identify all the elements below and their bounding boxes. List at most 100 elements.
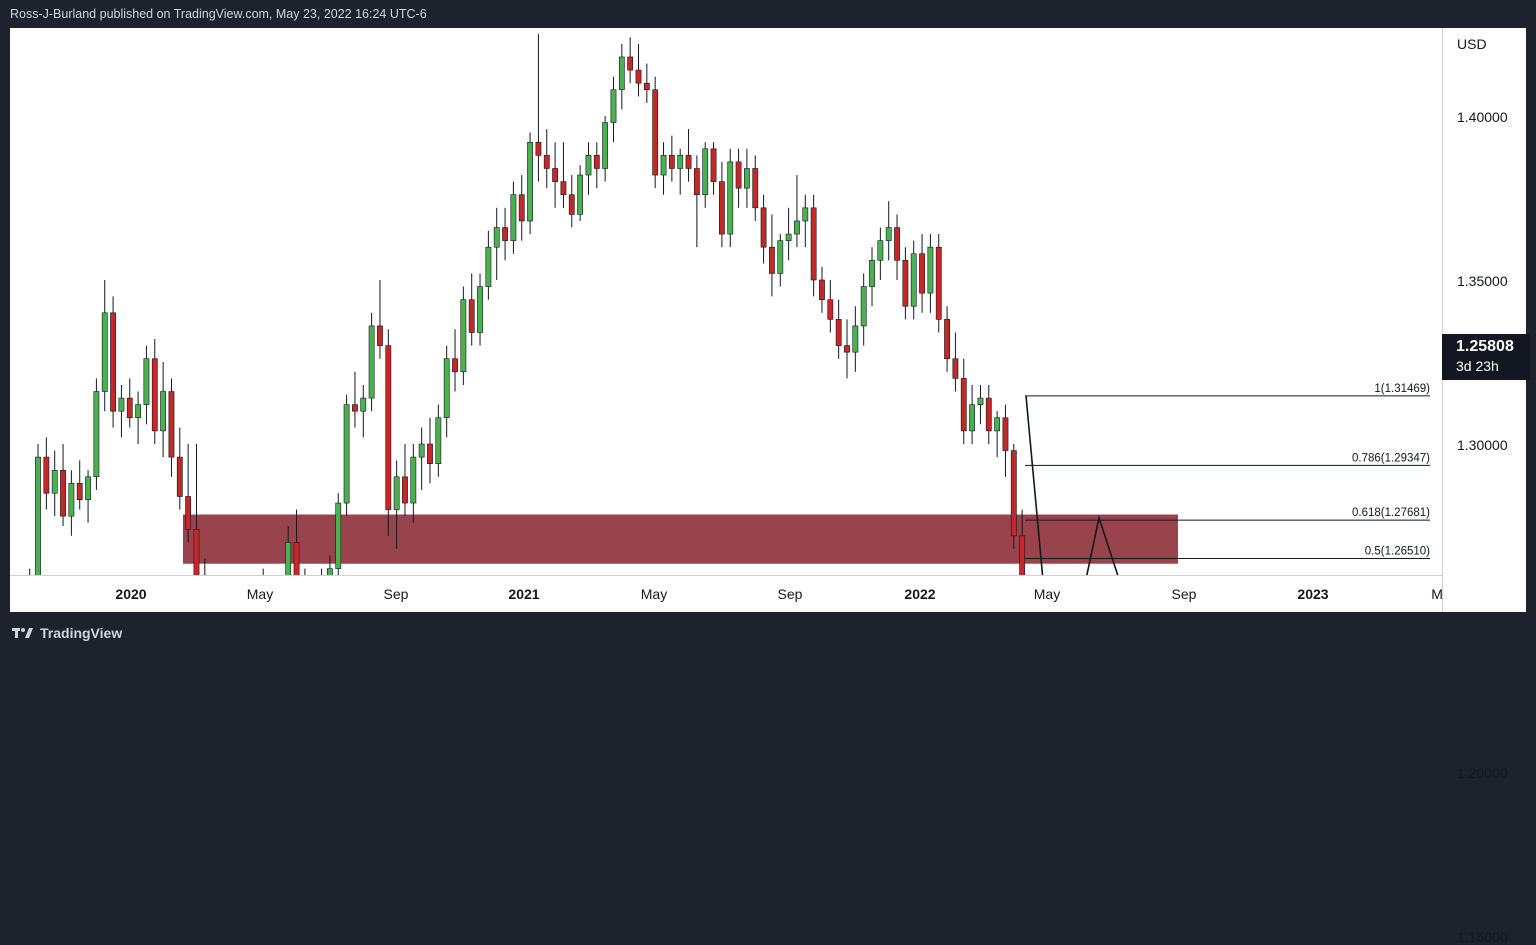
candle-body	[118, 397, 125, 412]
candle-body	[168, 391, 175, 458]
candle-body	[285, 542, 292, 575]
candle-body	[877, 240, 884, 261]
candle-body	[1019, 535, 1026, 575]
candle-body	[960, 378, 967, 432]
candle-body	[827, 299, 834, 320]
candle-body	[410, 456, 417, 504]
y-tick-label: 1.30000	[1457, 437, 1508, 453]
candle-body	[85, 476, 91, 501]
candle-body	[927, 246, 934, 294]
x-tick-label: 2021	[508, 586, 540, 602]
candle-body	[652, 89, 659, 176]
candle-body	[618, 56, 625, 91]
candle-body	[935, 246, 942, 320]
candle-body	[752, 168, 759, 209]
tradingview-brand: TradingView	[40, 625, 123, 641]
fib-level-label: 0.5(1.26510)	[1365, 545, 1430, 557]
candle-body	[543, 155, 550, 169]
candle-body	[677, 155, 684, 169]
candle-body	[385, 345, 392, 510]
candle-body	[577, 174, 584, 215]
candle-body	[352, 404, 358, 412]
y-tick-label: 1.35000	[1457, 273, 1508, 289]
x-tick-label: 2022	[904, 586, 936, 602]
x-tick-label: 2023	[1297, 586, 1329, 602]
candle-body	[727, 161, 734, 235]
footer-brand[interactable]: TradingView	[12, 625, 122, 641]
candle-body	[477, 286, 483, 333]
candle-body	[402, 476, 408, 504]
last-price-badge: 1.25808 3d 23h	[1442, 334, 1530, 380]
candle-body	[343, 404, 350, 504]
candle-body	[602, 122, 609, 169]
candle-body	[443, 358, 450, 419]
x-tick-label: May	[1033, 586, 1061, 602]
y-tick-label: 1.20000	[1457, 765, 1508, 781]
candle-body	[894, 227, 900, 261]
candle-body	[777, 240, 784, 274]
candle-body	[660, 155, 667, 176]
candle-body	[35, 456, 41, 575]
bar-countdown-timer: 3d 23h	[1456, 358, 1499, 374]
candle-body	[360, 397, 367, 412]
projection-path	[1025, 395, 1119, 575]
candle-body	[460, 299, 467, 373]
candle-body	[710, 148, 717, 182]
candle-body	[610, 89, 617, 123]
candle-body	[135, 404, 141, 419]
candle-body	[668, 155, 675, 169]
candle-body	[794, 220, 800, 235]
candle-body	[944, 319, 950, 360]
x-tick-label: Sep	[1171, 586, 1197, 602]
candle-body	[110, 312, 116, 412]
candle-body	[126, 397, 133, 419]
candle-body	[1010, 450, 1017, 537]
candle-body	[60, 469, 66, 517]
candle-body	[810, 207, 817, 281]
candle-body	[919, 253, 925, 294]
fib-level-label: 0.618(1.27681)	[1352, 507, 1430, 519]
candle-body	[844, 345, 850, 353]
candle-body	[468, 299, 475, 333]
candle-body	[393, 476, 400, 510]
candle-body	[193, 528, 200, 575]
candle-body	[643, 82, 650, 91]
candle-body	[76, 483, 83, 501]
candle-body	[869, 260, 875, 287]
x-axis[interactable]: 2020 May Sep 2021 May Sep 2022 May Sep 2023 Ma	[10, 575, 1451, 612]
candle-body	[977, 397, 984, 405]
candle-body	[885, 227, 892, 241]
candle-body	[335, 502, 342, 569]
currency-label: USD	[1457, 36, 1487, 52]
candle-body	[176, 456, 183, 497]
candle-body	[327, 568, 333, 575]
candle-body	[802, 207, 809, 222]
candle-body	[510, 194, 517, 241]
candle-body	[552, 168, 558, 182]
candle-body	[535, 141, 542, 156]
candle-body	[502, 227, 508, 241]
candle-body	[293, 542, 300, 575]
right-edge-strip	[1526, 28, 1536, 612]
candle-body	[969, 404, 975, 432]
candle-body	[910, 253, 917, 307]
candle-body	[101, 312, 108, 392]
candle-body	[985, 397, 992, 432]
y-axis[interactable]: USD 1.40000 1.35000 1.30000 1.20000 1.15000	[1442, 28, 1526, 945]
candle-body	[635, 69, 642, 84]
candle-body	[427, 443, 433, 464]
x-tick-label: Sep	[777, 586, 803, 602]
x-tick-label: 2020	[115, 586, 147, 602]
candle-body	[585, 155, 592, 176]
resistance-zone	[183, 514, 1178, 564]
candle-body	[835, 319, 842, 346]
candle-body	[760, 207, 767, 248]
tradingview-logo-icon	[12, 628, 33, 638]
chart-plot-area[interactable]: 1(1.31469) 0.786(1.29347) 0.618(1.27681) 0.…	[10, 28, 1442, 575]
candle-body	[51, 469, 58, 494]
candle-body	[902, 260, 909, 307]
candle-body	[735, 161, 742, 189]
candle-body	[702, 148, 709, 196]
candle-body	[377, 325, 383, 346]
fib-level-label: 0.786(1.29347)	[1352, 452, 1430, 464]
